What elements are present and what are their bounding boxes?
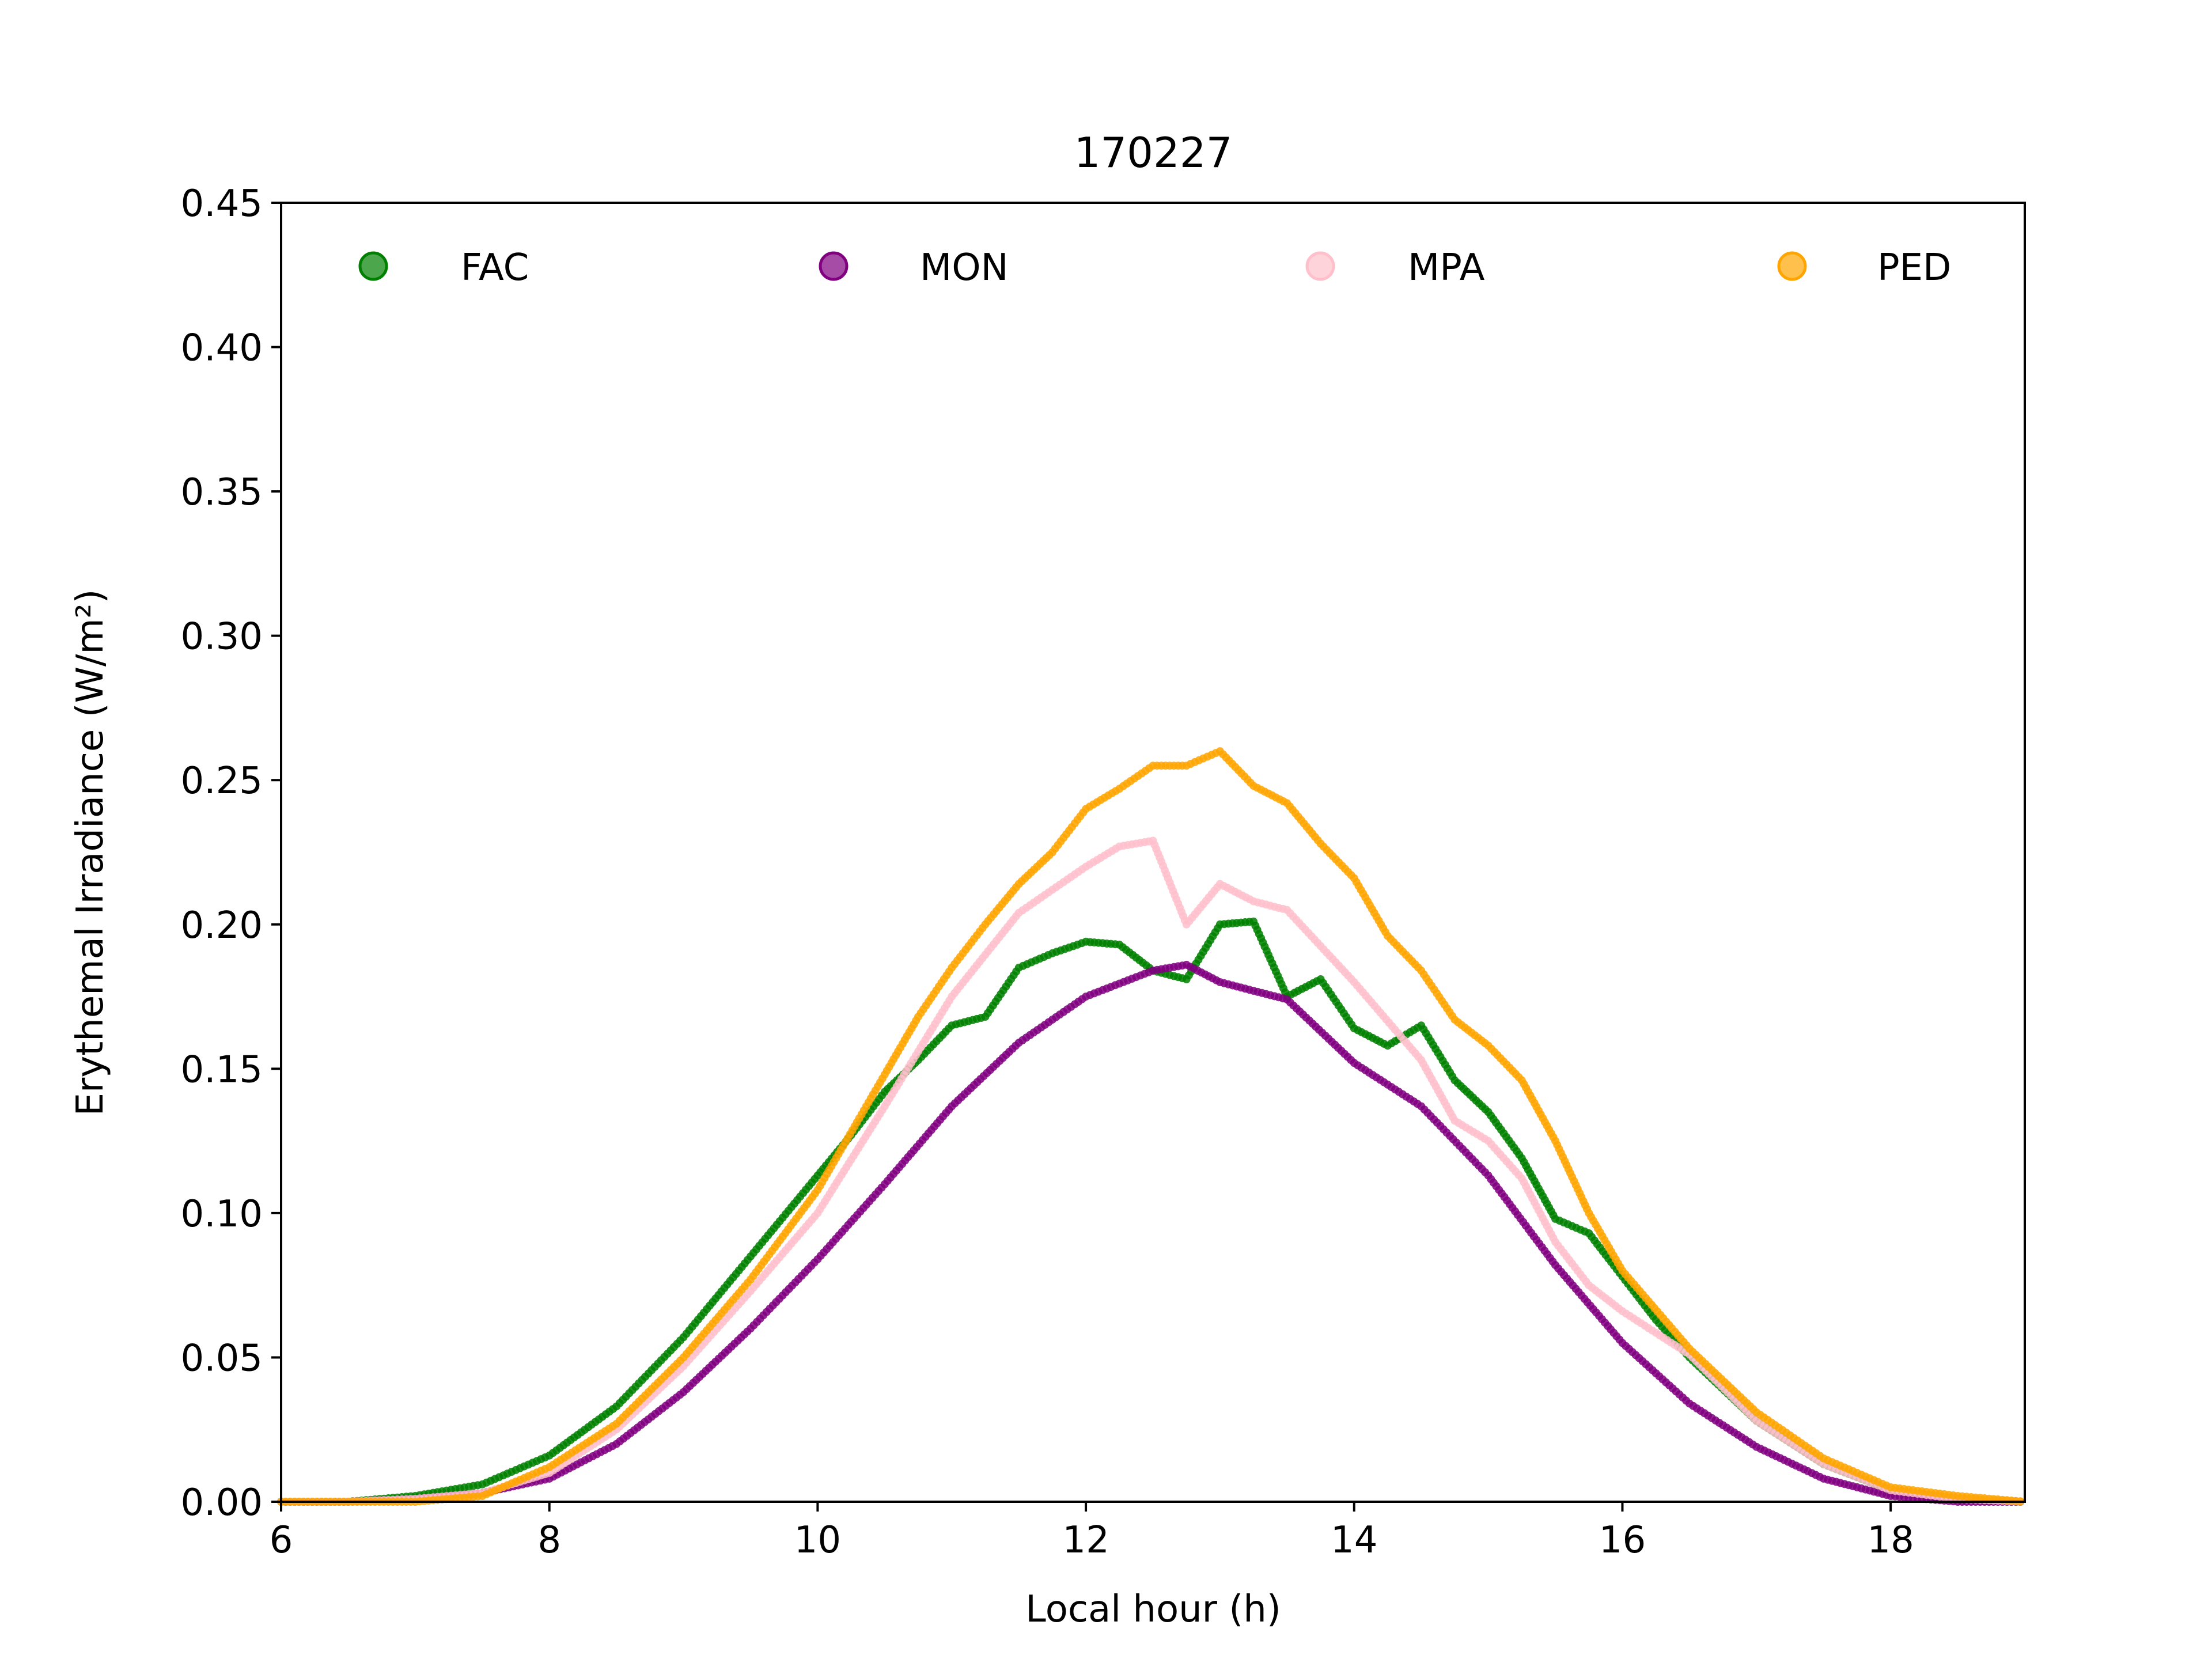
x-tick-label: 12 <box>1062 1519 1109 1562</box>
y-tick-label: 0.25 <box>181 760 263 802</box>
legend-label-mon: MON <box>920 247 1008 289</box>
series-layer <box>277 747 2025 1506</box>
y-tick-label: 0.10 <box>181 1193 263 1236</box>
x-axis-label: Local hour (h) <box>1025 1588 1281 1631</box>
x-tick-label: 18 <box>1867 1519 1914 1562</box>
legend-label-ped: PED <box>1877 247 1951 289</box>
y-tick-label: 0.20 <box>181 904 263 947</box>
legend-marker-fac <box>358 251 388 281</box>
legend-marker-ped <box>1777 251 1807 281</box>
y-tick-label: 0.00 <box>181 1482 263 1524</box>
x-tick-label: 10 <box>794 1519 841 1562</box>
y-tick-label: 0.30 <box>181 616 263 658</box>
legend-marker-mon <box>819 251 849 281</box>
series-ped <box>277 747 2025 1506</box>
y-tick-label: 0.05 <box>181 1337 263 1380</box>
y-tick-label: 0.45 <box>181 183 263 225</box>
series-mon <box>277 960 2025 1506</box>
legend: FAC MON MPA PED <box>358 247 1951 289</box>
x-tick-label: 8 <box>537 1519 561 1562</box>
chart-title: 170227 <box>1074 128 1233 177</box>
legend-label-mpa: MPA <box>1408 247 1485 289</box>
legend-label-fac: FAC <box>461 247 529 289</box>
y-tick-label: 0.35 <box>181 471 263 514</box>
y-axis-label: Erythemal Irradiance (W/m²) <box>69 589 112 1116</box>
x-tick-label: 14 <box>1331 1519 1377 1562</box>
legend-marker-mpa <box>1305 251 1335 281</box>
x-tick-label: 6 <box>270 1519 293 1562</box>
y-tick-label: 0.40 <box>181 327 263 370</box>
x-tick-label: 16 <box>1599 1519 1646 1562</box>
plot-frame <box>280 202 2026 1503</box>
y-tick-label: 0.15 <box>181 1048 263 1091</box>
axes-layer: 6 8 10 12 14 16 18 0.00 0.05 0.10 0.15 0.20 0.25 0.30… <box>181 183 2026 1562</box>
